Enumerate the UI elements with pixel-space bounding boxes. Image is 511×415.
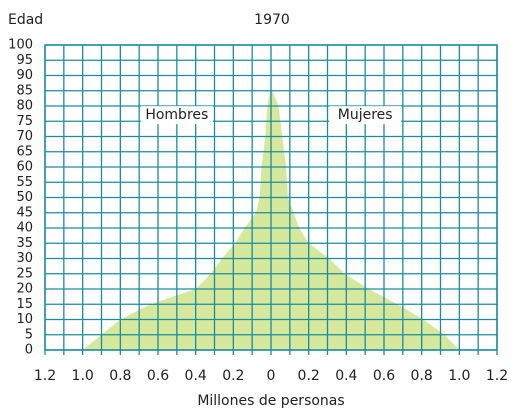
y-tick-label: 95 xyxy=(16,53,33,68)
y-tick-label: 90 xyxy=(16,68,33,83)
x-tick-label: 1.2 xyxy=(34,368,56,384)
x-tick-label: 0.6 xyxy=(147,368,169,384)
x-tick-label: 0.4 xyxy=(335,368,357,384)
x-tick-label: 0 xyxy=(267,368,276,384)
y-tick-label: 65 xyxy=(16,144,33,159)
y-tick-label: 25 xyxy=(16,266,33,281)
legend-label: Hombres xyxy=(145,107,208,123)
x-tick-label: 1.0 xyxy=(448,368,470,384)
population-area xyxy=(271,87,460,350)
x-tick-label: 1.0 xyxy=(72,368,94,384)
y-tick-label: 50 xyxy=(16,190,33,205)
y-tick-label: 55 xyxy=(16,175,33,190)
y-tick-label: 70 xyxy=(16,129,33,144)
y-tick-label: 45 xyxy=(16,205,33,220)
y-tick-label: 0 xyxy=(25,343,33,358)
population-area xyxy=(82,87,272,350)
y-tick-label: 100 xyxy=(8,38,33,53)
chart-title: 1970 xyxy=(254,12,290,28)
x-tick-label: 0.6 xyxy=(373,368,395,384)
y-tick-label: 20 xyxy=(16,282,33,297)
x-tick-label: 0.8 xyxy=(411,368,433,384)
y-tick-label: 35 xyxy=(16,236,33,251)
x-tick-label: 0.8 xyxy=(109,368,131,384)
y-tick-label: 5 xyxy=(25,327,33,342)
y-axis-label: Edad xyxy=(8,12,43,28)
y-tick-label: 10 xyxy=(16,312,33,327)
y-tick-label: 80 xyxy=(16,99,33,114)
legend-bg xyxy=(140,106,213,125)
y-tick-label: 85 xyxy=(16,83,33,98)
y-tick-label: 15 xyxy=(16,297,33,312)
x-tick-label: 0.2 xyxy=(298,368,320,384)
x-tick-label: 0.2 xyxy=(222,368,244,384)
x-tick-label: 1.2 xyxy=(486,368,508,384)
x-tick-label: 0.4 xyxy=(185,368,207,384)
y-tick-label: 40 xyxy=(16,221,33,236)
x-axis-label: Millones de personas xyxy=(197,393,344,409)
plot-frame xyxy=(44,44,498,351)
y-tick-label: 60 xyxy=(16,160,33,175)
y-tick-label: 75 xyxy=(16,114,33,129)
legend-label: Mujeres xyxy=(338,107,393,123)
y-tick-label: 30 xyxy=(16,251,33,266)
legend-bg xyxy=(329,106,402,125)
